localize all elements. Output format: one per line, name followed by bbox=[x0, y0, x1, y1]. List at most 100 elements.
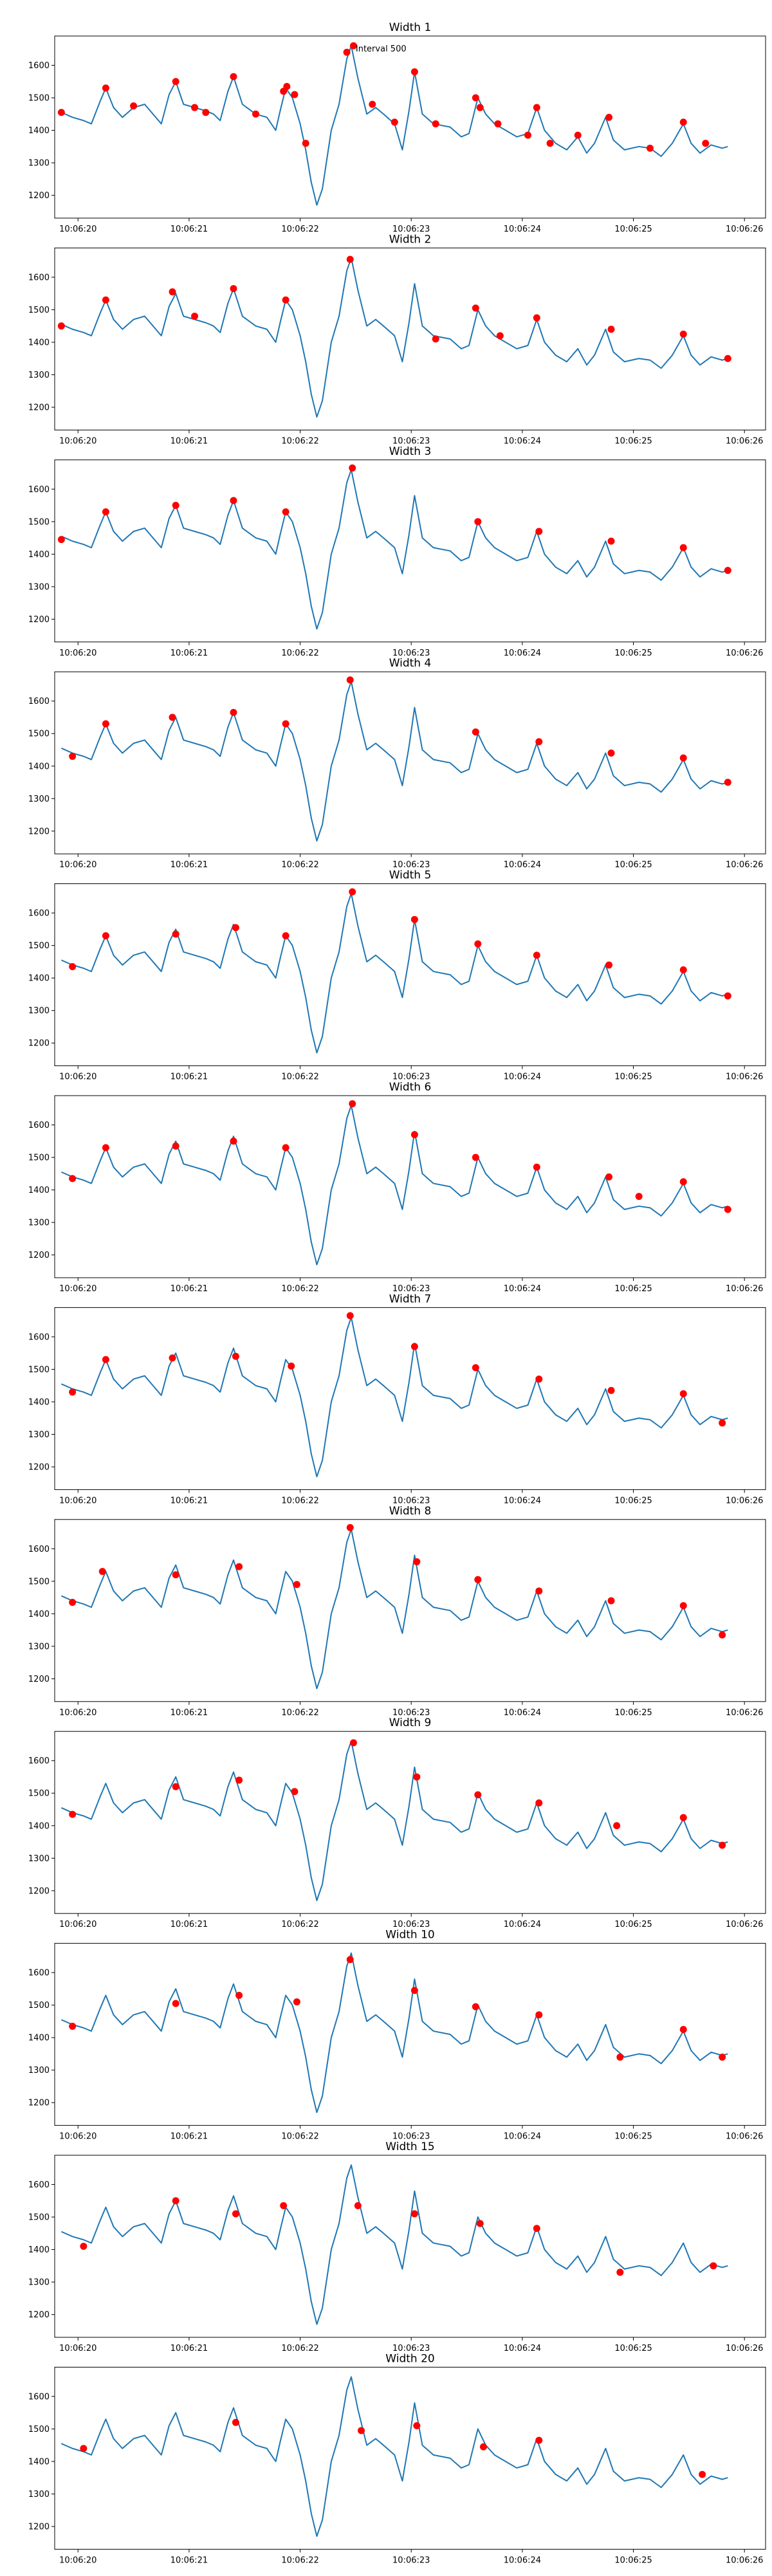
y-tick-label: 1300 bbox=[28, 2278, 50, 2288]
x-tick-label: 10:06:22 bbox=[281, 860, 318, 870]
peak-marker bbox=[413, 1558, 421, 1565]
peak-marker bbox=[282, 932, 290, 939]
x-tick-label: 10:06:23 bbox=[392, 2132, 430, 2142]
peak-marker bbox=[533, 2225, 540, 2232]
x-tick-label: 10:06:20 bbox=[59, 436, 96, 446]
x-tick-label: 10:06:20 bbox=[59, 649, 96, 658]
peak-marker bbox=[679, 966, 687, 974]
x-tick-label: 10:06:24 bbox=[504, 2344, 541, 2353]
peak-marker bbox=[346, 1312, 354, 1320]
x-tick-label: 10:06:22 bbox=[281, 225, 318, 234]
x-tick-label: 10:06:23 bbox=[392, 1496, 430, 1505]
peak-marker bbox=[102, 296, 109, 304]
y-tick-label: 1600 bbox=[28, 61, 50, 71]
y-tick-label: 1500 bbox=[28, 2425, 50, 2434]
peak-marker bbox=[354, 2202, 362, 2209]
peak-marker bbox=[679, 118, 687, 126]
x-tick-label: 10:06:26 bbox=[726, 436, 763, 446]
y-tick-label: 1200 bbox=[28, 1463, 50, 1473]
peak-marker bbox=[346, 1956, 354, 1964]
peak-marker bbox=[232, 1352, 239, 1360]
x-tick-label: 10:06:20 bbox=[59, 2344, 96, 2353]
peak-marker bbox=[230, 708, 237, 716]
peak-marker bbox=[535, 1587, 543, 1595]
x-tick-label: 10:06:26 bbox=[726, 1496, 763, 1505]
peak-marker bbox=[172, 2197, 179, 2205]
y-tick-label: 1400 bbox=[28, 762, 50, 771]
peak-marker bbox=[535, 738, 543, 746]
y-tick-label: 1400 bbox=[28, 126, 50, 136]
plot-frame bbox=[54, 1731, 766, 1914]
peak-marker bbox=[607, 1386, 615, 1394]
y-tick-label: 1600 bbox=[28, 697, 50, 706]
y-tick-label: 1300 bbox=[28, 2066, 50, 2075]
peak-marker bbox=[479, 2443, 487, 2451]
peak-marker bbox=[282, 720, 290, 728]
peak-marker bbox=[57, 536, 65, 544]
x-tick-label: 10:06:22 bbox=[281, 1708, 318, 1718]
x-tick-label: 10:06:20 bbox=[59, 1920, 96, 1929]
y-tick-label: 1500 bbox=[28, 94, 50, 104]
peak-marker bbox=[635, 1193, 643, 1201]
y-tick-label: 1200 bbox=[28, 1886, 50, 1896]
x-tick-label: 10:06:26 bbox=[726, 2555, 763, 2565]
peak-marker bbox=[235, 1563, 243, 1570]
y-tick-label: 1200 bbox=[28, 2099, 50, 2108]
x-tick-label: 10:06:24 bbox=[504, 649, 541, 658]
peak-marker bbox=[69, 1810, 77, 1818]
x-tick-label: 10:06:26 bbox=[726, 225, 763, 234]
y-tick-label: 1300 bbox=[28, 159, 50, 169]
x-tick-label: 10:06:24 bbox=[504, 1496, 541, 1505]
x-tick-label: 10:06:20 bbox=[59, 860, 96, 870]
peak-marker bbox=[474, 1576, 482, 1583]
peak-marker bbox=[605, 113, 613, 121]
peak-marker bbox=[252, 110, 260, 118]
y-tick-label: 1400 bbox=[28, 2245, 50, 2255]
x-tick-label: 10:06:21 bbox=[170, 2344, 208, 2353]
peak-marker bbox=[724, 1206, 731, 1213]
peak-marker bbox=[607, 326, 615, 333]
y-tick-label: 1200 bbox=[28, 1251, 50, 1260]
y-tick-label: 1400 bbox=[28, 1397, 50, 1407]
x-tick-label: 10:06:23 bbox=[392, 860, 430, 870]
x-tick-label: 10:06:25 bbox=[614, 1496, 652, 1505]
peak-marker bbox=[102, 1356, 109, 1363]
peak-marker bbox=[69, 1388, 77, 1396]
x-tick-label: 10:06:26 bbox=[726, 1920, 763, 1929]
chart-title: Width 5 bbox=[389, 869, 432, 882]
peak-marker bbox=[291, 1788, 299, 1796]
peak-marker bbox=[719, 1631, 726, 1639]
peak-marker bbox=[432, 120, 439, 127]
x-tick-label: 10:06:26 bbox=[726, 1284, 763, 1294]
y-tick-label: 1500 bbox=[28, 941, 50, 951]
signal-line bbox=[60, 681, 728, 842]
peak-marker bbox=[719, 1841, 726, 1849]
peak-marker bbox=[410, 1343, 418, 1350]
x-tick-label: 10:06:22 bbox=[281, 1284, 318, 1294]
x-tick-label: 10:06:22 bbox=[281, 2344, 318, 2353]
plot-frame bbox=[54, 35, 766, 219]
peak-marker bbox=[235, 1776, 243, 1784]
plot-frame bbox=[54, 2155, 766, 2338]
peak-marker bbox=[472, 304, 479, 312]
x-tick-label: 10:06:25 bbox=[614, 860, 652, 870]
peak-marker bbox=[69, 753, 77, 760]
peak-marker bbox=[102, 84, 109, 92]
x-tick-label: 10:06:23 bbox=[392, 2344, 430, 2353]
x-tick-label: 10:06:26 bbox=[726, 2132, 763, 2142]
x-tick-label: 10:06:21 bbox=[170, 225, 208, 234]
y-tick-label: 1300 bbox=[28, 582, 50, 592]
x-tick-label: 10:06:21 bbox=[170, 860, 208, 870]
peak-marker bbox=[494, 120, 502, 127]
y-tick-label: 1600 bbox=[28, 1332, 50, 1342]
peak-marker bbox=[293, 1998, 300, 2006]
x-tick-label: 10:06:23 bbox=[392, 1284, 430, 1294]
x-tick-label: 10:06:26 bbox=[726, 860, 763, 870]
peak-marker bbox=[724, 992, 731, 1000]
peak-marker bbox=[472, 2003, 479, 2010]
y-tick-label: 1500 bbox=[28, 2001, 50, 2010]
x-tick-label: 10:06:21 bbox=[170, 2555, 208, 2565]
x-tick-label: 10:06:24 bbox=[504, 1920, 541, 1929]
